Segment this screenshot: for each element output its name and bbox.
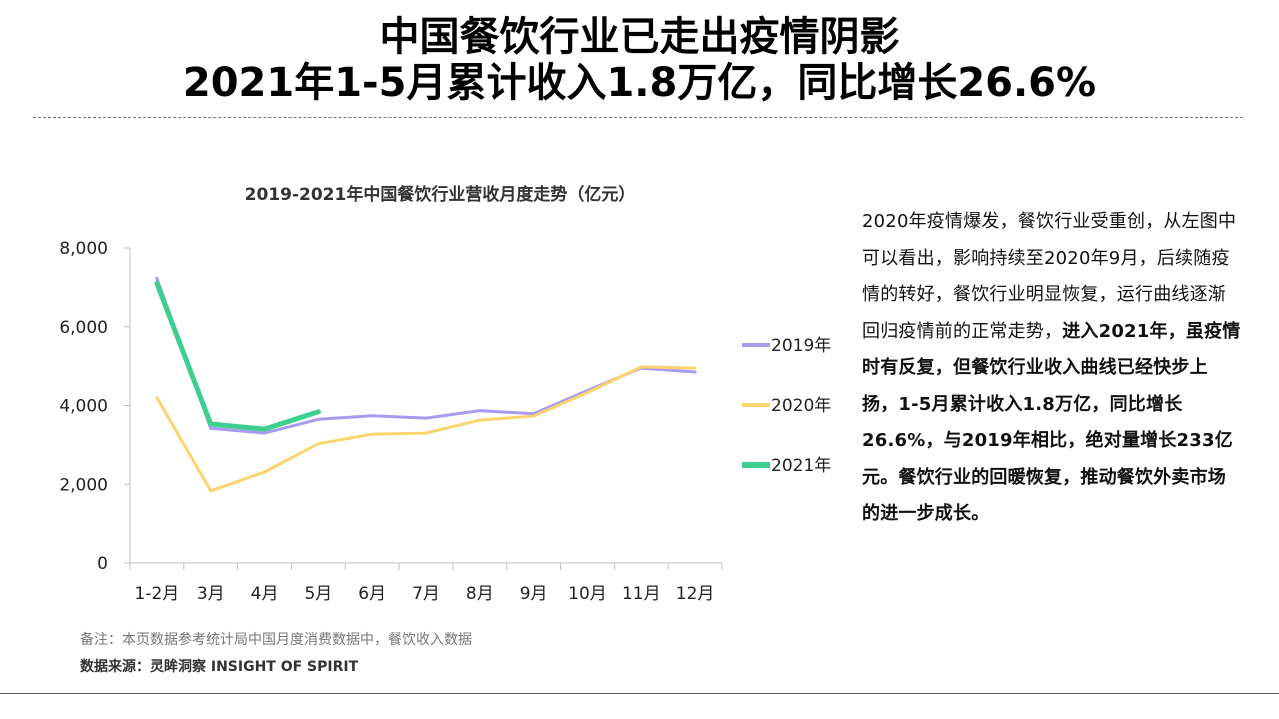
chart-title: 2019-2021年中国餐饮行业营收月度走势（亿元）: [245, 184, 636, 205]
x-tick-label: 6月: [358, 584, 386, 604]
x-tick-label: 8月: [466, 584, 494, 604]
series-line-2019年: [155, 276, 697, 435]
x-tick-label: 7月: [412, 584, 440, 604]
x-tick-label: 12月: [676, 584, 715, 604]
x-tick-label: 1-2月: [135, 584, 180, 604]
x-tick-label: 3月: [197, 584, 225, 604]
chart-legend: 2019年 2020年 2021年: [742, 336, 831, 476]
x-tick-label: 5月: [304, 584, 332, 604]
line-chart: 2019-2021年中国餐饮行业营收月度走势（亿元） 0 2,000 4,000 6,…: [59, 184, 831, 604]
series-line-2020年: [155, 365, 697, 493]
analysis-text-normal: 2020年疫情爆发，餐饮行业受重创，从左图中可以看出，影响持续至2020年9月，…: [862, 211, 1237, 342]
chart-axes: 0 2,000 4,000 6,000 8,000 1-2月 3月 4月 5月 6月 7月 8月 9月 1…: [59, 239, 723, 604]
x-tick-label: 4月: [251, 584, 279, 604]
data-source: 数据来源：灵眸洞察 INSIGHT OF SPIRIT: [80, 659, 359, 675]
footnote: 备注：本页数据参考统计局中国月度消费数据中，餐饮收入数据: [80, 632, 472, 648]
y-tick-label: 4,000: [59, 397, 108, 417]
y-tick-label: 2,000: [59, 475, 108, 495]
analysis-text: 2020年疫情爆发，餐饮行业受重创，从左图中可以看出，影响持续至2020年9月，…: [862, 204, 1242, 533]
header-divider: [33, 117, 1243, 118]
x-tick-label: 10月: [568, 584, 607, 604]
legend-label: 2021年: [771, 456, 831, 476]
analysis-text-bold: 进入2021年，虽疫情时有反复，但餐饮行业收入曲线已经快步上扬，1-5月累计收入…: [862, 320, 1241, 525]
page-title-line1: 中国餐饮行业已走出疫情阴影: [379, 14, 900, 60]
x-tick-label: 9月: [520, 584, 548, 604]
page-title-line2: 2021年1-5月累计收入1.8万亿，同比增长26.6%: [182, 60, 1097, 106]
legend-label: 2020年: [771, 396, 831, 416]
y-tick-label: 8,000: [59, 239, 108, 259]
x-tick-label: 11月: [622, 584, 661, 604]
chart-series: [154, 276, 697, 493]
y-tick-label: 6,000: [59, 318, 108, 338]
y-tick-label: 0: [97, 554, 108, 574]
series-line-2021年: [154, 280, 321, 432]
legend-label: 2019年: [771, 336, 831, 356]
footer-divider: [0, 693, 1279, 694]
